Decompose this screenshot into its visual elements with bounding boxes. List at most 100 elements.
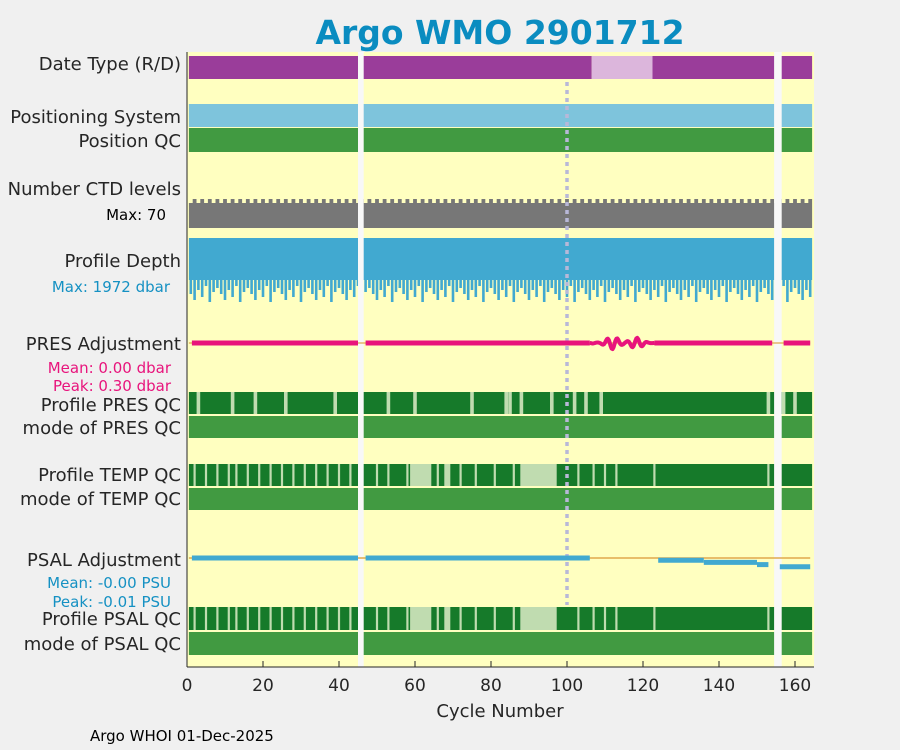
profile-depth-bar — [801, 280, 804, 300]
pres-qc-band — [188, 392, 813, 414]
ctd-level-bar — [565, 199, 569, 203]
temp-qc-flag — [269, 464, 272, 486]
profile-depth-bar — [558, 280, 561, 300]
pres-qc-flag — [550, 392, 554, 414]
ctd-level-bar — [671, 199, 676, 203]
profile-depth-bar — [216, 280, 219, 288]
temp-qc-flag — [474, 464, 477, 486]
psal-qc-flag — [258, 607, 261, 630]
profile-depth-bar — [550, 280, 554, 288]
x-tick-label: 0 — [182, 676, 193, 696]
psal-qc-flag — [577, 607, 580, 630]
profile-depth-bar — [603, 280, 607, 302]
profile-depth-bar — [413, 280, 417, 297]
x-tick-label: 60 — [404, 676, 426, 696]
profile-depth-bar — [592, 280, 595, 290]
ctd-level-bar — [268, 199, 273, 203]
ctd-level-bar — [603, 199, 607, 203]
temp-qc-flag — [337, 464, 341, 486]
temp-qc-flag — [303, 464, 306, 486]
chart-title: Argo WMO 2901712 — [315, 13, 684, 52]
label-pres-adjustment: PRES Adjustment — [26, 334, 181, 355]
profile-depth-bar — [782, 280, 785, 286]
psal-qc-flag — [444, 607, 451, 630]
profile-depth-bar — [645, 280, 649, 294]
profile-depth-bar — [554, 280, 557, 294]
label-pres-mode: mode of PRES QC — [23, 418, 181, 439]
profile-depth-bar — [470, 280, 474, 290]
pres-qc-flag — [599, 392, 603, 414]
profile-depth-bar — [485, 280, 489, 292]
ctd-level-bar — [511, 199, 516, 203]
ctd-level-bar — [580, 199, 585, 203]
pres-qc-flag — [333, 392, 337, 414]
ctd-level-bar — [542, 199, 547, 203]
profile-depth-bar — [242, 280, 246, 292]
profile-depth-bar — [398, 280, 402, 288]
pres-qc-flag — [584, 392, 588, 414]
profile-depth-bar — [535, 280, 538, 297]
profile-depth-bar — [531, 280, 535, 290]
temp-mode-band — [188, 488, 813, 510]
psal-qc-flag — [520, 607, 557, 630]
profile-depth-bar — [197, 280, 200, 290]
profile-depth-bar — [257, 280, 261, 290]
ctd-level-bar — [451, 199, 455, 203]
profile-depth-bar — [375, 280, 379, 300]
ctd-level-bar — [405, 199, 410, 203]
cycle-gap — [774, 52, 782, 667]
profile-depth-bar — [428, 280, 432, 288]
profile-depth-bar — [333, 280, 337, 292]
cycle-gaps — [358, 52, 782, 667]
profile-depth-bar — [637, 280, 641, 292]
psal-qc-flag — [436, 607, 439, 630]
ctd-level-bar — [261, 199, 265, 203]
psal-qc-flag — [512, 607, 515, 630]
temp-qc-flag — [459, 464, 462, 486]
profile-depth-bar — [394, 280, 398, 292]
ctd-level-bar — [276, 199, 281, 203]
profile-depth-bar — [797, 280, 801, 294]
profile-depth-bar — [432, 280, 436, 294]
ctd-level-bar — [367, 199, 372, 203]
profile-depth-bar — [425, 280, 428, 292]
profile-depth-bar — [789, 280, 793, 292]
psal-qc-flag — [292, 607, 295, 630]
profile-depth-bar — [717, 280, 721, 297]
ctd-level-bar — [420, 199, 425, 203]
profile-depth-bar — [352, 280, 356, 297]
temp-qc-flag — [410, 464, 432, 486]
profile-depth-bar — [417, 280, 421, 286]
pres-mean-annotation: Mean: 0.00 dbar — [48, 359, 172, 377]
ctd-level-bar — [466, 199, 471, 203]
profile-depth-bar — [227, 280, 231, 290]
ctd-level-bar — [595, 199, 600, 203]
temp-qc-flag — [235, 464, 238, 486]
temp-qc-flag — [292, 464, 295, 486]
profile-depth-bar — [694, 280, 698, 302]
profile-depth-bar — [527, 280, 531, 300]
profile-depth-bar — [295, 280, 299, 286]
profile-depth-bar — [250, 280, 253, 294]
temp-qc-flag — [258, 464, 261, 486]
temp-qc-band — [188, 464, 813, 486]
profile-depth-bar — [786, 280, 789, 302]
pres-qc-flag — [196, 392, 201, 414]
ctd-level-bar — [458, 199, 463, 203]
ctd-level-bar — [793, 199, 797, 203]
temp-qc-flag — [375, 464, 379, 486]
profile-depth-bar — [744, 280, 747, 290]
profile-depth-bar — [223, 280, 227, 300]
pres-adjustment-wiggle — [588, 335, 656, 352]
profile-depth-bar — [276, 280, 280, 288]
ctd-level-bar — [283, 199, 288, 203]
profile-depth-bar — [793, 280, 797, 288]
ctd-levels-band — [188, 203, 813, 228]
psal-qc-flag — [193, 607, 196, 630]
pres-qc-flag — [386, 392, 391, 414]
ctd-level-bar — [207, 199, 212, 203]
psal-qc-flag — [269, 607, 272, 630]
ctd-level-bar — [481, 199, 486, 203]
profile-depth-bar — [607, 280, 611, 292]
profile-depth-bar — [611, 280, 614, 288]
